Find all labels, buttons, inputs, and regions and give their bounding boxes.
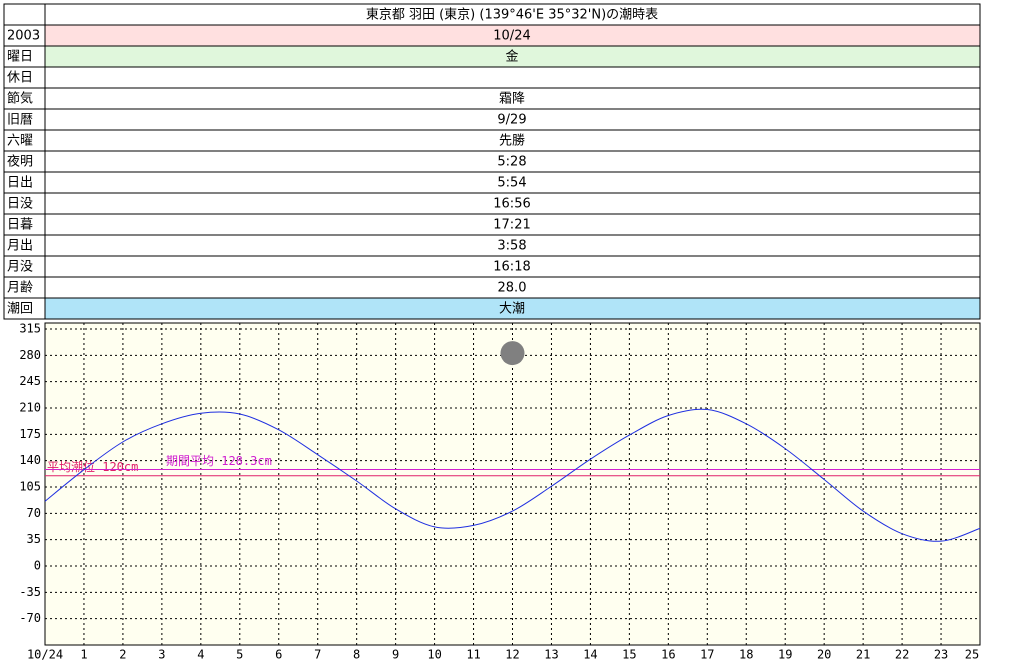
row-label: 節気 <box>7 91 33 107</box>
row-label: 日出 <box>7 176 33 191</box>
row-value: 9/29 <box>497 113 526 128</box>
x-tick-label: 4 <box>197 648 204 662</box>
x-tick-label: 1 <box>80 648 87 662</box>
row-value: 16:18 <box>493 260 530 275</box>
row-value: 10/24 <box>493 29 530 44</box>
tide-curve <box>44 408 981 542</box>
row-value: 霜降 <box>499 92 525 107</box>
x-tick-label: 20 <box>817 648 831 662</box>
row-value-cell <box>44 297 981 320</box>
row-label: 2003 <box>7 29 40 44</box>
y-tick-label: 315 <box>19 322 41 336</box>
x-tick-label: 13 <box>544 648 558 662</box>
row-label: 夜明 <box>7 155 33 170</box>
row-value: 5:54 <box>497 176 526 191</box>
row-value: 5:28 <box>497 155 526 170</box>
row-label: 曜日 <box>7 50 33 65</box>
x-tick-label: 17 <box>700 648 714 662</box>
x-tick-label: 25 <box>965 648 979 662</box>
y-tick-label: 35 <box>27 532 41 546</box>
x-tick-label: 5 <box>236 648 243 662</box>
row-label: 潮回 <box>7 302 33 317</box>
row-label: 休日 <box>7 71 33 86</box>
x-tick-label: 2 <box>119 648 126 662</box>
y-tick-label: 140 <box>19 453 41 467</box>
row-value: 大潮 <box>499 302 525 317</box>
row-value: 3:58 <box>497 239 526 254</box>
x-tick-label: 22 <box>895 648 909 662</box>
row-value: 17:21 <box>493 218 530 233</box>
x-tick-label: 12 <box>505 648 519 662</box>
moon-marker <box>500 341 525 366</box>
x-tick-label: 8 <box>353 648 360 662</box>
y-tick-label: 280 <box>19 348 41 362</box>
row-label: 日没 <box>7 197 33 212</box>
y-tick-label: 70 <box>27 506 41 520</box>
x-tick-label: 11 <box>466 648 480 662</box>
y-tick-label: -35 <box>19 585 41 599</box>
x-tick-label: 3 <box>158 648 165 662</box>
x-tick-label: 6 <box>275 648 282 662</box>
x-tick-label: 21 <box>856 648 870 662</box>
title-label-cell <box>3 3 46 26</box>
row-label: 六曜 <box>7 134 33 149</box>
y-tick-label: 210 <box>19 401 41 415</box>
x-tick-label: 10/24 <box>27 648 63 662</box>
y-tick-label: 175 <box>19 427 41 441</box>
row-value: 28.0 <box>498 281 527 296</box>
x-tick-label: 14 <box>583 648 597 662</box>
row-value-cell <box>44 66 981 89</box>
mean-label: 平均潮位 120cm <box>47 459 138 474</box>
y-tick-label: 105 <box>19 480 41 494</box>
x-tick-label: 10 <box>427 648 441 662</box>
y-tick-label: -70 <box>19 611 41 625</box>
row-label: 月没 <box>7 260 33 275</box>
x-tick-label: 19 <box>778 648 792 662</box>
row-label: 旧暦 <box>7 113 33 128</box>
row-label: 月出 <box>7 239 33 254</box>
row-value: 16:56 <box>493 197 530 212</box>
row-value: 先勝 <box>499 134 525 149</box>
table-title: 東京都 羽田 (東京) (139°46'E 35°32'N)の潮時表 <box>366 7 658 23</box>
y-tick-label: 245 <box>19 374 41 388</box>
x-tick-label: 15 <box>622 648 636 662</box>
x-tick-label: 18 <box>739 648 753 662</box>
row-label: 日暮 <box>7 218 33 233</box>
x-tick-label: 7 <box>314 648 321 662</box>
x-tick-label: 16 <box>661 648 675 662</box>
row-value: 金 <box>505 49 518 65</box>
row-label: 月齢 <box>7 281 33 296</box>
x-tick-label: 23 <box>934 648 948 662</box>
y-tick-label: 0 <box>34 559 41 573</box>
mean-label: 期間平均 128.3cm <box>166 454 272 468</box>
x-tick-label: 9 <box>392 648 399 662</box>
